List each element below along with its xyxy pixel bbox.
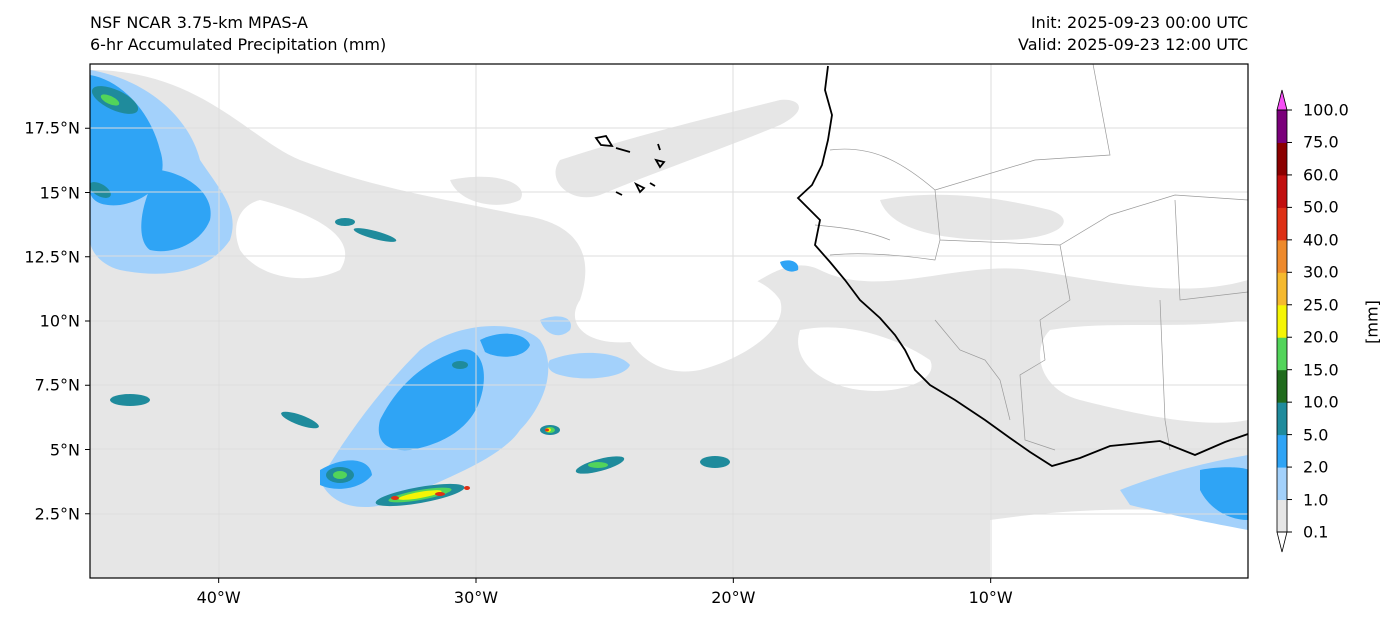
y-tick-label: 5°N [49, 440, 80, 459]
chart-title-left: NSF NCAR 3.75-km MPAS-A 6-hr Accumulated … [90, 12, 386, 56]
graticule [90, 64, 1248, 578]
colorbar-segment [1277, 110, 1287, 143]
colorbar-tick-label: 50.0 [1303, 197, 1339, 217]
colorbar-tick-label: 75.0 [1303, 132, 1339, 152]
colorbar-tick-label: 5.0 [1303, 425, 1329, 445]
coastline [594, 65, 1248, 467]
colorbar-segment [1277, 304, 1287, 338]
colorbar-segment [1277, 337, 1287, 371]
precip-moderate-areas [90, 75, 1248, 520]
y-tick-label: 10°N [39, 311, 80, 331]
field-name: 6-hr Accumulated Precipitation (mm) [90, 35, 387, 54]
init-time: Init: 2025-09-23 00:00 UTC [1030, 13, 1248, 32]
colorbar-tick-label: 30.0 [1303, 262, 1339, 282]
colorbar-tick-label: 15.0 [1303, 360, 1339, 380]
colorbar-segment [1277, 174, 1287, 208]
colorbar-max-extension [1276, 89, 1288, 111]
colorbar-tick-label: 25.0 [1303, 295, 1339, 315]
y-tick-label: 7.5°N [34, 375, 80, 395]
colorbar-segment [1277, 434, 1287, 468]
x-tick-label: 30°W [453, 588, 499, 607]
y-tick-label: 12.5°N [24, 247, 80, 267]
colorbar-frame [1276, 109, 1288, 533]
colorbar-tick-label: 0.1 [1303, 522, 1329, 542]
valid-time: Valid: 2025-09-23 12:00 UTC [1017, 35, 1248, 54]
x-ticks [218, 578, 992, 583]
colorbar-title: [mm] [1362, 300, 1382, 344]
y-tick-label: 15°N [39, 183, 80, 202]
y-ticks [85, 127, 90, 515]
country-borders [814, 64, 1248, 451]
x-tick-label: 20°W [711, 588, 756, 607]
convective-cells [90, 86, 730, 507]
colorbar-tick-label: 100.0 [1303, 100, 1349, 120]
y-tick-label: 2.5°N [34, 504, 80, 524]
precip-gaps [236, 200, 1248, 578]
colorbar-segment [1277, 142, 1287, 176]
x-tick-label: 40°W [196, 588, 241, 607]
colorbar-segment [1277, 467, 1287, 501]
colorbar [1276, 89, 1292, 553]
chart-title-right: Init: 2025-09-23 00:00 UTC Valid: 2025-09… [1018, 12, 1248, 56]
colorbar-tick-label: 10.0 [1303, 392, 1339, 412]
colorbar-tick-label: 60.0 [1303, 165, 1339, 185]
colorbar-segment [1277, 369, 1287, 403]
model-name: NSF NCAR 3.75-km MPAS-A [90, 13, 308, 32]
colorbar-segment [1277, 402, 1287, 436]
precip-field [90, 64, 1248, 578]
colorbar-segment [1277, 499, 1287, 533]
colorbar-tick-label: 2.0 [1303, 457, 1329, 477]
colorbar-min-extension [1276, 531, 1288, 553]
colorbar-tick-label: 1.0 [1303, 490, 1329, 510]
y-tick-label: 17.5°N [24, 118, 80, 138]
colorbar-segment [1277, 207, 1287, 241]
colorbar-tick-label: 40.0 [1303, 230, 1339, 250]
colorbar-segment [1277, 239, 1287, 273]
colorbar-segment [1277, 272, 1287, 306]
x-tick-label: 10°W [968, 588, 1013, 607]
colorbar-tick-label: 20.0 [1303, 327, 1339, 347]
